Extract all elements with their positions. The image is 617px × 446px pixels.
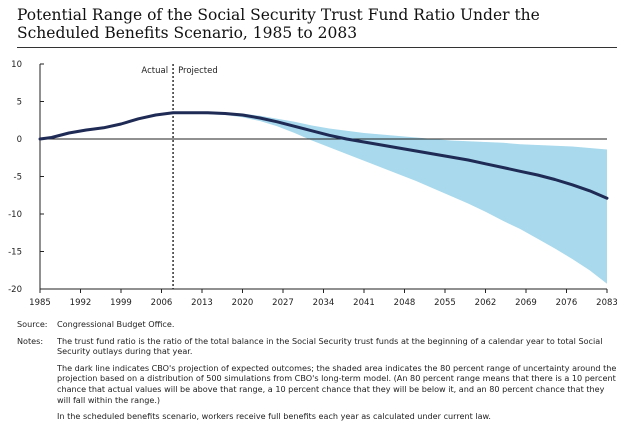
y-tick-label-2: 0 bbox=[17, 135, 22, 145]
x-tick-label-1: 1992 bbox=[70, 298, 92, 308]
x-tick-label-11: 2062 bbox=[475, 298, 497, 308]
note-paragraph-3: In the scheduled benefits scenario, work… bbox=[57, 411, 491, 422]
x-tick-label-0: 1985 bbox=[29, 298, 51, 308]
trust-fund-ratio-chart: 10 5 0 -5 -10 -15 -20 1985 1992 1999 2006 2013 2020 2… bbox=[8, 60, 617, 308]
projected-label: Projected bbox=[178, 66, 218, 76]
x-tick-label-4: 2013 bbox=[191, 298, 213, 308]
chart-title: Potential Range of the Social Security T… bbox=[17, 6, 607, 42]
x-tick-label-9: 2048 bbox=[394, 298, 416, 308]
y-tick-label-6: -20 bbox=[8, 285, 22, 295]
y-tick-label-5: -15 bbox=[8, 248, 22, 258]
expected-outcome-line bbox=[38, 111, 609, 200]
actual-label: Actual bbox=[141, 66, 168, 76]
x-tick-label-8: 2041 bbox=[353, 298, 375, 308]
y-tick-label-3: -5 bbox=[14, 173, 22, 183]
notes-row: Notes: The trust fund ratio is the ratio… bbox=[17, 336, 617, 422]
x-tick-label-3: 2006 bbox=[151, 298, 173, 308]
source-row: Source: Congressional Budget Office. bbox=[17, 319, 617, 330]
x-tick-label-2: 1999 bbox=[110, 298, 132, 308]
chart-title-line-1: Potential Range of the Social Security T… bbox=[17, 6, 540, 24]
notes-label: Notes: bbox=[17, 335, 44, 346]
note-paragraph-2: The dark line indicates CBO's projection… bbox=[57, 362, 617, 405]
title-rule bbox=[17, 47, 617, 48]
x-tick-label-6: 2027 bbox=[272, 298, 294, 308]
source-label: Source: bbox=[17, 319, 48, 329]
uncertainty-band bbox=[173, 112, 607, 284]
x-tick-label-14: 2083 bbox=[596, 298, 617, 308]
notes-body: The trust fund ratio is the ratio of the… bbox=[57, 336, 617, 422]
x-tick-label-5: 2020 bbox=[232, 298, 254, 308]
y-tick-label-1: 5 bbox=[17, 98, 22, 108]
note-paragraph-1: The trust fund ratio is the ratio of the… bbox=[57, 335, 603, 357]
source-text: Congressional Budget Office. bbox=[57, 319, 175, 329]
y-tick-label-0: 10 bbox=[11, 60, 22, 70]
x-tick-label-7: 2034 bbox=[313, 298, 335, 308]
x-tick-label-10: 2055 bbox=[434, 298, 456, 308]
x-tick-label-12: 2069 bbox=[515, 298, 537, 308]
chart-title-line-2: Scheduled Benefits Scenario, 1985 to 208… bbox=[17, 24, 358, 42]
x-tick-label-13: 2076 bbox=[556, 298, 578, 308]
y-tick-label-4: -10 bbox=[8, 210, 22, 220]
chart-notes: Source: Congressional Budget Office. Not… bbox=[17, 319, 617, 446]
